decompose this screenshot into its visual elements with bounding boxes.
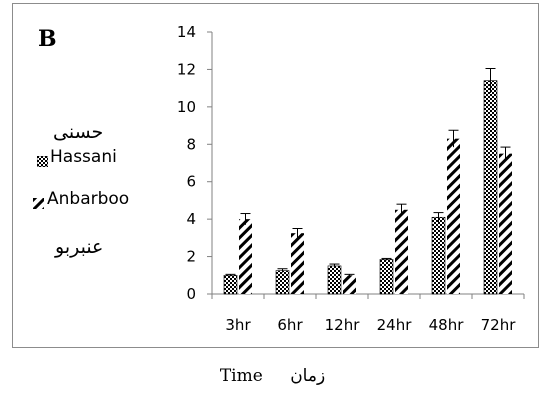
x-tick-label: 12hr — [325, 316, 361, 334]
y-tick-label: 4 — [186, 210, 196, 228]
bar-anbarboo-6hr — [291, 233, 304, 294]
x-tick-label: 3hr — [225, 316, 251, 334]
bars — [223, 80, 512, 295]
y-tick-label: 10 — [177, 98, 196, 116]
x-tick-labels: 3hr 6hr 12hr 24hr 48hr 72hr — [225, 316, 516, 334]
bar-hassani-24hr — [379, 259, 394, 295]
y-tick-label: 8 — [186, 135, 196, 153]
bar-hassani-12hr — [327, 265, 342, 295]
legend-anbarboo-label: Anbarboo — [47, 189, 130, 209]
panel-label: B — [38, 26, 57, 52]
error-bars — [225, 67, 511, 277]
bar-hassani-72hr — [483, 80, 498, 295]
x-tick-label: 72hr — [481, 316, 517, 334]
chart-frame — [12, 3, 539, 348]
legend-anbarboo-arabic: عنبربو — [55, 236, 104, 258]
y-tick-label: 12 — [177, 60, 196, 78]
bar-hassani-3hr — [223, 274, 238, 295]
legend-hassani-label: Hassani — [50, 147, 117, 167]
x-axis-title-arabic: زمان — [290, 366, 326, 386]
legend-anbarboo-swatch — [33, 194, 44, 209]
y-tick-label: 2 — [186, 248, 196, 266]
x-axis-title-english: Time — [219, 366, 263, 386]
bar-anbarboo-72hr — [499, 153, 512, 294]
bar-anbarboo-3hr — [239, 219, 252, 294]
bar-anbarboo-24hr — [395, 209, 408, 294]
x-tick-label: 24hr — [377, 316, 413, 334]
bar-hassani-6hr — [275, 270, 290, 295]
y-tick-label: 0 — [186, 285, 196, 303]
y-tick-label: 14 — [177, 23, 196, 41]
y-tick-labels: 0 2 4 6 8 10 12 14 — [177, 23, 196, 303]
chart-axes — [207, 31, 525, 299]
bar-anbarboo-12hr — [343, 275, 356, 294]
legend-hassani-arabic: حسنی — [53, 121, 104, 143]
x-axis-title: Time زمان — [0, 366, 545, 386]
bar-hassani-48hr — [431, 216, 446, 295]
x-tick-label: 6hr — [277, 316, 303, 334]
bar-anbarboo-48hr — [447, 138, 460, 294]
x-tick-label: 48hr — [429, 316, 465, 334]
y-tick-label: 6 — [186, 173, 196, 191]
